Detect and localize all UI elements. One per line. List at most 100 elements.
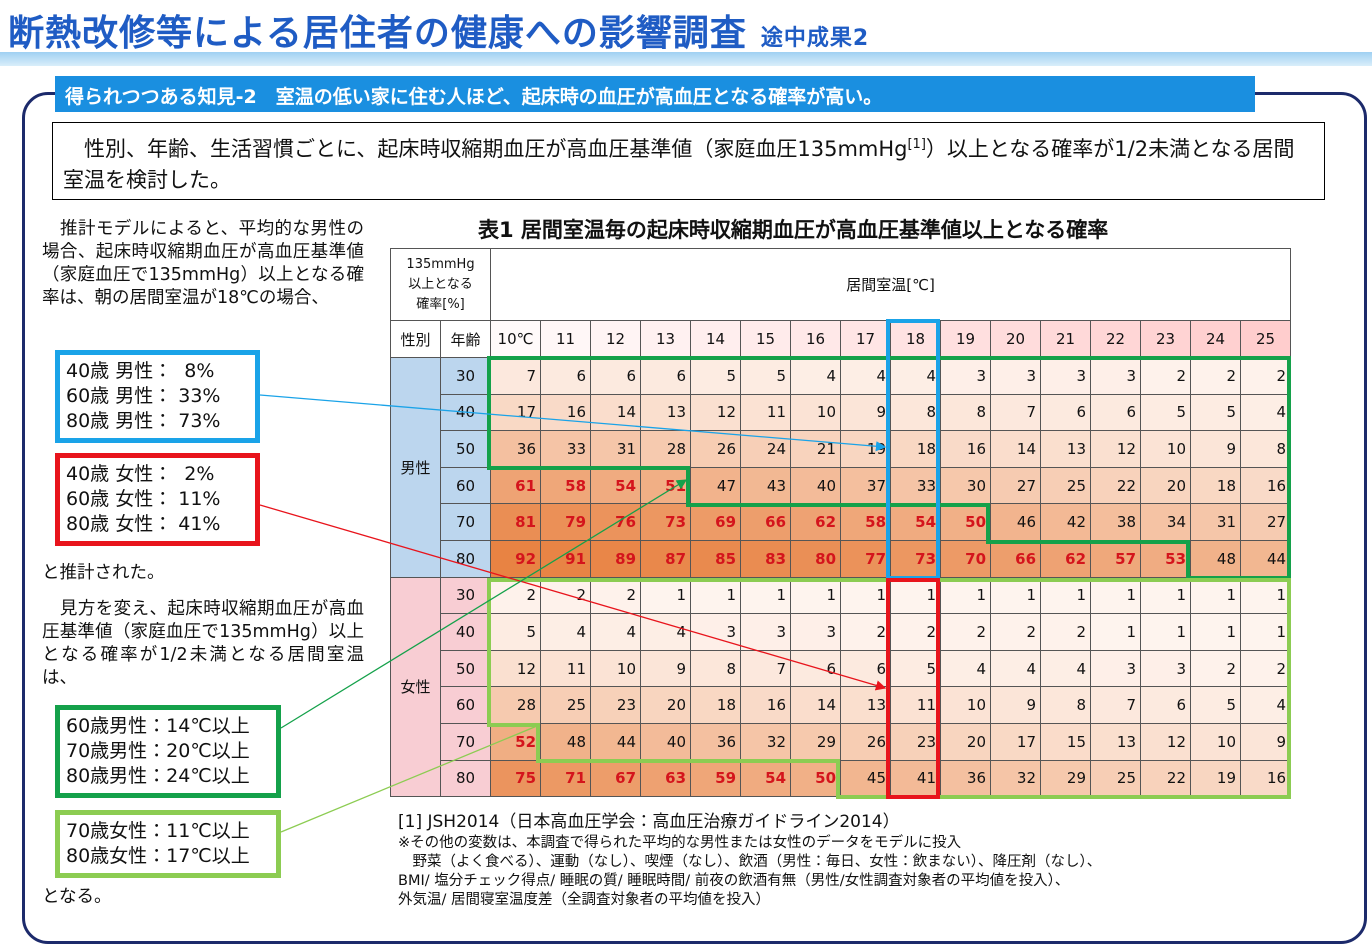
age-cell: 30 <box>439 357 492 395</box>
value-cell: 2 <box>990 613 1042 651</box>
value-cell: 2 <box>940 613 992 651</box>
value-cell: 29 <box>1040 759 1092 798</box>
value-cell: 24 <box>740 430 792 468</box>
temp-head: 22 <box>1090 320 1142 358</box>
box-line: 60歳 男性： 33% <box>66 385 221 407</box>
group-cell: 男性 <box>390 357 441 578</box>
intro-text: ）以上となる確率が1/2未満となる居間室温を検討した。 <box>63 137 1295 192</box>
value-cell: 32 <box>740 722 792 761</box>
box-line: 40歳 男性： 8% <box>66 360 215 382</box>
age-cell: 60 <box>439 686 492 724</box>
female-threshold-box: 70歳女性：11℃以上 80歳女性：17℃以上 <box>55 810 281 878</box>
value-cell: 6 <box>640 357 692 395</box>
value-cell: 2 <box>1190 649 1242 688</box>
value-cell: 2 <box>1240 649 1292 688</box>
value-cell: 11 <box>740 393 792 432</box>
box-line: 80歳男性：24℃以上 <box>66 765 250 787</box>
box-line: 70歳男性：20℃以上 <box>66 740 250 762</box>
value-cell: 19 <box>840 430 892 468</box>
value-cell: 58 <box>840 503 892 541</box>
value-cell: 16 <box>540 393 592 432</box>
value-cell: 2 <box>1240 357 1292 395</box>
box-line: 60歳 女性： 11% <box>66 488 221 510</box>
value-cell: 20 <box>640 686 692 724</box>
value-cell: 28 <box>490 686 542 724</box>
value-cell: 54 <box>740 759 792 798</box>
value-cell: 4 <box>640 613 692 651</box>
value-cell: 10 <box>1140 430 1192 468</box>
data-row: 80 92 91 89 87 85 83 80 77 73 70 66 62 57 53 48 44 <box>391 539 1292 578</box>
value-cell: 19 <box>1190 759 1242 798</box>
data-row: 男性 30 7 6 6 6 5 5 4 4 4 3 3 3 3 2 2 2 <box>390 357 1292 578</box>
value-cell: 1 <box>1040 576 1092 615</box>
value-cell: 13 <box>840 686 892 724</box>
value-cell: 73 <box>890 539 942 578</box>
footnote-ref: [1] JSH2014（日本高血圧学会：高血圧治療ガイドライン2014） <box>398 812 900 832</box>
value-cell: 5 <box>690 357 742 395</box>
value-cell: 6 <box>1090 393 1142 432</box>
footnote-line: BMI/ 塩分チェック得点/ 睡眠の質/ 睡眠時間/ 前夜の飲酒有無（男性/女性… <box>398 873 1070 889</box>
value-cell: 5 <box>1190 393 1242 432</box>
value-cell: 32 <box>990 759 1042 798</box>
value-cell: 2 <box>1040 613 1092 651</box>
temp-head: 19 <box>940 320 992 358</box>
value-cell: 8 <box>940 393 992 432</box>
value-cell: 76 <box>590 503 642 541</box>
footnotes: [1] JSH2014（日本高血圧学会：高血圧治療ガイドライン2014） ※その他… <box>398 810 1101 910</box>
value-cell: 13 <box>640 393 692 432</box>
value-cell: 23 <box>590 686 642 724</box>
value-cell: 9 <box>640 649 692 688</box>
paragraph: となる。 <box>42 887 112 907</box>
female-box: 40歳 女性： 2% 60歳 女性： 11% 80歳 女性： 41% <box>55 453 260 546</box>
value-cell: 40 <box>790 466 842 505</box>
value-cell: 16 <box>1240 466 1292 505</box>
value-cell: 1 <box>640 576 692 615</box>
value-cell: 22 <box>1090 466 1142 505</box>
value-cell: 50 <box>790 759 842 798</box>
value-cell: 80 <box>790 539 842 578</box>
value-cell: 1 <box>890 576 942 615</box>
value-cell: 16 <box>740 686 792 724</box>
value-cell: 50 <box>940 503 992 541</box>
value-cell: 26 <box>840 722 892 761</box>
value-cell: 1 <box>940 576 992 615</box>
value-cell: 29 <box>790 722 842 761</box>
box-line: 80歳 女性： 41% <box>66 513 221 535</box>
value-cell: 54 <box>590 466 642 505</box>
value-cell: 10 <box>1190 722 1242 761</box>
temp-head: 11 <box>540 320 592 358</box>
age-cell: 70 <box>439 722 492 761</box>
value-cell: 1 <box>1090 576 1142 615</box>
value-cell: 6 <box>840 649 892 688</box>
value-cell: 25 <box>540 686 592 724</box>
value-cell: 16 <box>1240 759 1292 798</box>
value-cell: 18 <box>690 686 742 724</box>
value-cell: 9 <box>990 686 1042 724</box>
value-cell: 3 <box>1090 649 1142 688</box>
age-cell: 40 <box>439 393 492 432</box>
value-cell: 47 <box>690 466 742 505</box>
value-cell: 91 <box>540 539 592 578</box>
data-row: 50 36 33 31 28 26 24 21 19 18 16 14 13 12 10 9 8 <box>391 430 1292 468</box>
value-cell: 2 <box>590 576 642 615</box>
temp-head: 21 <box>1040 320 1092 358</box>
value-cell: 6 <box>1040 393 1092 432</box>
column-head: 年齢 <box>439 320 492 358</box>
value-cell: 23 <box>890 722 942 761</box>
temp-head: 15 <box>740 320 792 358</box>
value-cell: 52 <box>490 722 542 761</box>
value-cell: 14 <box>790 686 842 724</box>
value-cell: 9 <box>1240 722 1292 761</box>
value-cell: 2 <box>1140 357 1192 395</box>
value-cell: 17 <box>490 393 542 432</box>
value-cell: 18 <box>1190 466 1242 505</box>
value-cell: 2 <box>540 576 592 615</box>
value-cell: 77 <box>840 539 892 578</box>
value-cell: 4 <box>840 357 892 395</box>
value-cell: 4 <box>540 613 592 651</box>
value-cell: 38 <box>1090 503 1142 541</box>
value-cell: 4 <box>590 613 642 651</box>
temp-head: 20 <box>990 320 1042 358</box>
value-cell: 1 <box>740 576 792 615</box>
value-cell: 4 <box>1240 686 1292 724</box>
